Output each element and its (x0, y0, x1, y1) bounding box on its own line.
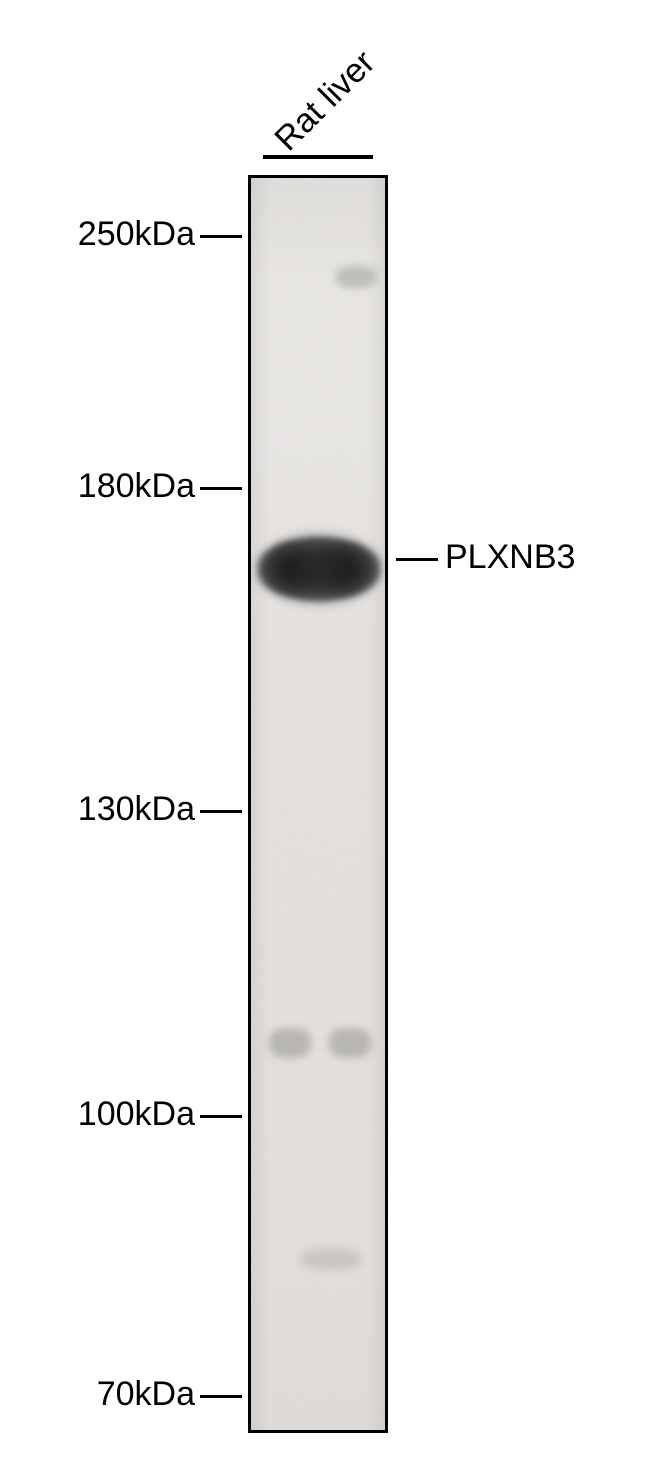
marker-tick-250 (200, 235, 242, 238)
target-label: PLXNB3 (445, 538, 575, 577)
marker-label-100: 100kDa (78, 1095, 195, 1134)
marker-label-250: 250kDa (78, 215, 195, 254)
film-noise (251, 178, 385, 1430)
marker-label-180: 180kDa (78, 467, 195, 506)
marker-tick-180 (200, 487, 242, 490)
marker-label-70: 70kDa (97, 1375, 195, 1414)
target-tick (396, 558, 438, 561)
westernblot-figure: Rat liver 250kDa 180kDa 130kDa 100kDa 70… (0, 0, 650, 1468)
marker-label-130: 130kDa (78, 790, 195, 829)
marker-tick-100 (200, 1115, 242, 1118)
marker-tick-70 (200, 1395, 242, 1398)
marker-tick-130 (200, 810, 242, 813)
blot-lane (248, 175, 388, 1433)
lane-tick (263, 155, 373, 159)
lane-label: Rat liver (267, 43, 383, 159)
